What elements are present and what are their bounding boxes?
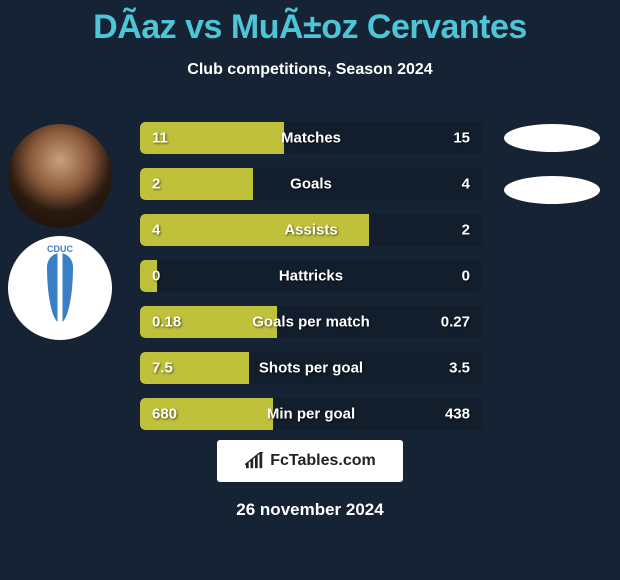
stat-value-right: 0.27 xyxy=(441,314,470,331)
right-avatars xyxy=(504,124,600,228)
club-avatar: CDUC xyxy=(8,236,112,340)
page-subtitle: Club competitions, Season 2024 xyxy=(0,61,620,79)
player-avatar-placeholder xyxy=(504,124,600,152)
stat-value-left: 11 xyxy=(152,130,168,147)
stat-row: 4 Assists 2 xyxy=(140,214,482,246)
stat-value-left: 4 xyxy=(152,222,160,239)
club-avatar-placeholder xyxy=(504,176,600,204)
stat-row: 0.18 Goals per match 0.27 xyxy=(140,306,482,338)
stat-label: Goals per match xyxy=(252,314,370,331)
stat-value-right: 3.5 xyxy=(449,360,470,377)
stats-container: 11 Matches 15 2 Goals 4 4 Assists 2 0 Ha… xyxy=(140,122,482,444)
stat-label: Shots per goal xyxy=(259,360,363,377)
stat-row: 11 Matches 15 xyxy=(140,122,482,154)
stat-label: Hattricks xyxy=(279,268,343,285)
stat-label: Assists xyxy=(284,222,337,239)
stat-label: Matches xyxy=(281,130,341,147)
stat-value-right: 15 xyxy=(453,130,470,147)
stat-value-left: 2 xyxy=(152,176,160,193)
stat-row: 0 Hattricks 0 xyxy=(140,260,482,292)
chart-icon xyxy=(244,452,266,470)
stat-value-right: 438 xyxy=(445,406,470,423)
stat-value-left: 680 xyxy=(152,406,177,423)
club-emblem-icon xyxy=(47,253,73,323)
page-title: DÃ­az vs MuÃ±oz Cervantes xyxy=(0,8,620,47)
stat-value-right: 4 xyxy=(462,176,470,193)
stat-label: Goals xyxy=(290,176,332,193)
stat-row: 680 Min per goal 438 xyxy=(140,398,482,430)
stat-row: 2 Goals 4 xyxy=(140,168,482,200)
stat-row: 7.5 Shots per goal 3.5 xyxy=(140,352,482,384)
stat-value-left: 0 xyxy=(152,268,160,285)
stat-value-left: 0.18 xyxy=(152,314,181,331)
watermark-text: FcTables.com xyxy=(270,452,376,470)
watermark: FcTables.com xyxy=(217,440,403,482)
stat-value-right: 2 xyxy=(462,222,470,239)
player-avatar xyxy=(8,124,112,228)
left-avatars: CDUC xyxy=(8,124,112,340)
stat-value-right: 0 xyxy=(462,268,470,285)
header: DÃ­az vs MuÃ±oz Cervantes Club competiti… xyxy=(0,0,620,79)
stat-value-left: 7.5 xyxy=(152,360,173,377)
date-label: 26 november 2024 xyxy=(236,500,383,520)
stat-label: Min per goal xyxy=(267,406,355,423)
